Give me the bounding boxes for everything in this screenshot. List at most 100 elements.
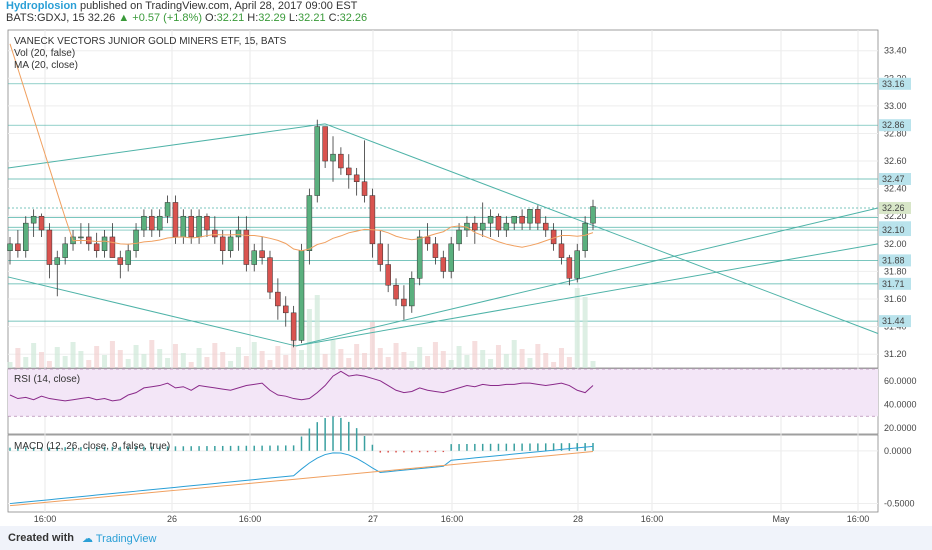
publisher-link[interactable]: Hydroplosion [6, 0, 77, 12]
volume-bar [94, 346, 100, 368]
candle-body [235, 229, 242, 238]
candle-body [23, 222, 29, 251]
candle-body [401, 298, 407, 307]
tradingview-logo[interactable]: ☁ TradingView [82, 532, 156, 545]
volume-bar [425, 356, 431, 368]
volume-bar [590, 361, 596, 368]
candle-body [353, 174, 360, 183]
volume-bar [165, 358, 171, 368]
volume-bar [377, 348, 383, 368]
candle-body [432, 243, 439, 258]
candle-body [282, 305, 289, 314]
macd-y-tick: 0.0000 [884, 446, 912, 456]
candle-body [30, 215, 37, 224]
candle-body [393, 284, 399, 300]
volume-bar [228, 361, 234, 368]
volume-bar [125, 359, 131, 368]
x-tick-label: 28 [573, 514, 583, 524]
volume-bar [133, 345, 139, 368]
y-tick-label: 31.80 [884, 266, 907, 276]
candle-body [101, 236, 108, 251]
macd-line [9, 445, 594, 505]
volume-bar [188, 362, 194, 368]
candle-body [78, 236, 84, 239]
candle-body [582, 222, 588, 251]
trendline [295, 243, 879, 347]
rsi-y-tick: 20.0000 [884, 423, 917, 433]
volume-bar [393, 343, 399, 368]
candle-body [46, 229, 53, 265]
volume-bar [488, 359, 494, 368]
volume-bar [511, 340, 517, 368]
volume-bar [172, 344, 178, 368]
volume-bar [543, 353, 549, 368]
candle-body [298, 250, 305, 341]
main-pane-title: VANECK VECTORS JUNIOR GOLD MINERS ETF, 1… [14, 36, 287, 47]
candle-body [440, 257, 447, 272]
y-tick-label: 32.40 [884, 184, 907, 194]
candle-body [156, 215, 163, 231]
price-label-text: 33.16 [882, 79, 905, 89]
price-change: +0.57 (+1.8%) [132, 12, 202, 24]
close-value: 32.26 [339, 12, 368, 24]
volume-bar [180, 353, 186, 368]
volume-bar [70, 342, 76, 368]
rsi-y-tick: 60.0000 [884, 376, 917, 386]
volume-bar [31, 343, 37, 368]
candle-body [259, 250, 265, 258]
volume-bar [204, 357, 210, 368]
volume-bar [448, 360, 454, 368]
volume-bar [574, 288, 580, 368]
price-label-text: 32.10 [882, 225, 905, 235]
x-tick-label: 16:00 [441, 514, 464, 524]
volume-bar [432, 342, 438, 368]
volume-bar [117, 350, 123, 368]
candle-body [472, 222, 478, 231]
volume-bar [299, 350, 304, 368]
trendline [295, 207, 879, 347]
candle-body [361, 181, 368, 196]
vol-indicator-label: Vol (20, false) [14, 48, 75, 59]
x-tick-label: 16:00 [641, 514, 664, 524]
symbol-line: BATS:GDXJ, 15 32.26 ▲ +0.57 (+1.8%) O:32… [6, 12, 367, 24]
volume-bar [39, 352, 45, 368]
candle-body [243, 229, 250, 265]
open-label: O: [205, 12, 217, 24]
volume-bar [54, 347, 60, 368]
price-label-box [879, 224, 911, 237]
volume-bar [243, 356, 249, 368]
volume-bar [306, 309, 312, 368]
price-label-box [879, 172, 911, 185]
volume-bar [251, 342, 257, 368]
candle-body [558, 243, 565, 258]
candle-body [527, 209, 533, 224]
candle-body [487, 215, 494, 224]
volume-bar [401, 352, 407, 368]
volume-bar [212, 343, 218, 368]
trendline [7, 123, 326, 169]
candle-body [164, 202, 171, 217]
candle-body [117, 257, 124, 265]
volume-bar [314, 295, 320, 368]
y-tick-label: 33.40 [884, 46, 907, 56]
candle-body [133, 229, 139, 251]
volume-bar [220, 352, 226, 368]
candle-body [275, 291, 281, 307]
candle-body [542, 222, 549, 231]
candle-body [212, 229, 218, 238]
candle-body [495, 215, 502, 231]
price-label-box [879, 315, 911, 328]
candle-body [54, 257, 61, 265]
candle-body [7, 243, 13, 251]
volume-bar [527, 358, 533, 368]
trendline [7, 276, 297, 347]
candle-body [424, 236, 431, 245]
volume-bar [362, 353, 368, 368]
low-label: L: [288, 12, 299, 24]
publish-info: published on TradingView.com, April 28, … [76, 0, 358, 12]
candle-body [377, 243, 384, 265]
candle-body [196, 215, 202, 238]
candle-body [346, 167, 352, 176]
chart-canvas[interactable]: 33.4033.2033.0032.8032.6032.4032.2032.00… [0, 0, 932, 526]
volume-bar [235, 347, 241, 368]
